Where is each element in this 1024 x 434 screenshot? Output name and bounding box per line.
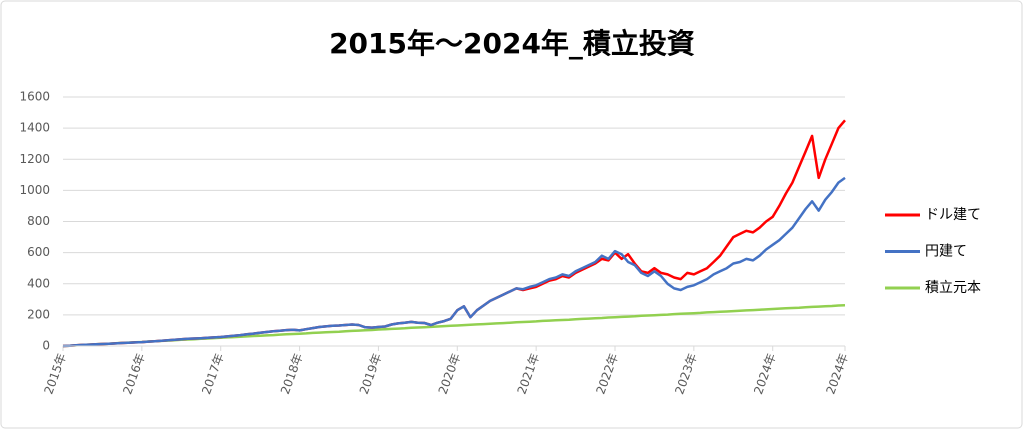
y-tick-label: 400: [27, 276, 50, 290]
chart-title: 2015年～2024年_積立投資: [329, 27, 695, 60]
y-tick-label: 1200: [19, 152, 50, 166]
legend-label: 積立元本: [925, 280, 981, 296]
y-tick-label: 1600: [19, 90, 50, 104]
y-tick-label: 200: [27, 307, 50, 321]
y-tick-label: 800: [27, 214, 50, 228]
y-tick-label: 0: [42, 339, 50, 353]
y-tick-label: 1400: [19, 121, 50, 135]
series-line: [62, 176, 846, 348]
legend-label: ドル建て: [925, 207, 981, 223]
y-tick-label: 1000: [19, 183, 50, 197]
legend-label: 円建て: [925, 244, 967, 260]
y-tick-label: 600: [27, 245, 50, 259]
